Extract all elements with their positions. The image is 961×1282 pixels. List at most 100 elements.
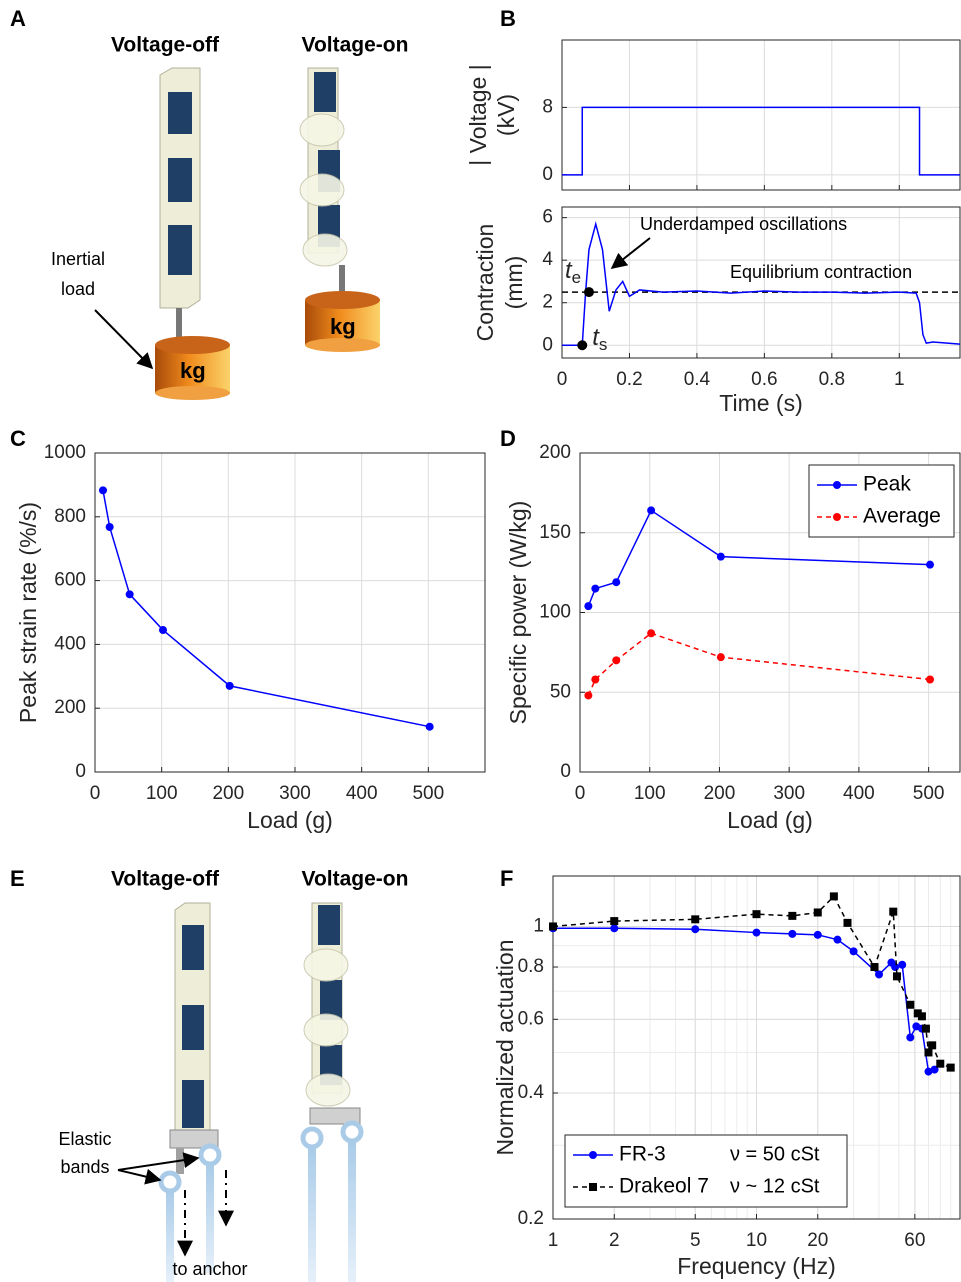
legend-label: FR-3 [619,1143,666,1166]
legend-note: ν ~ 12 cSt [730,1175,820,1197]
annotation: Underdamped oscillations [640,214,847,234]
x-tick-label: 500 [412,783,444,804]
marker [913,1009,922,1018]
y-axis-label: (mm) [501,256,527,310]
y-tick-label: 150 [539,522,571,543]
marker [813,930,822,939]
marker [926,560,935,569]
legend-note: ν = 50 cSt [730,1143,820,1165]
marker [610,917,619,926]
marker [99,486,107,495]
event-subscript: e [572,269,581,288]
panel-label: C [10,426,26,451]
y-tick-label: 1 [533,915,544,936]
y-tick-label: 0 [542,164,553,185]
marker [716,552,725,561]
legend-marker [589,1183,597,1191]
legend-marker [589,1151,597,1159]
chart: 0 0.2 0.4 0.6 0.8 1 0 2 4 6 Time (s) Contraction (mm… [472,206,961,416]
y-tick-label: 400 [54,633,86,654]
marker [584,691,593,700]
legend-label: Drakeol 7 [619,1175,709,1198]
event-marker [577,340,588,351]
title: Voltage-on [302,868,409,891]
plot-frame [579,452,961,773]
marker [928,1041,937,1050]
x-tick-label: 0 [557,369,568,390]
y-tick-label: 1000 [44,442,86,463]
title: Voltage-off [111,34,220,57]
x-tick-label: 200 [212,783,244,804]
series-line [587,632,931,696]
marker [549,922,557,931]
y-tick-label: 8 [542,96,553,117]
event-label: ts [592,325,607,355]
marker [891,963,900,972]
y-tick-label: 6 [542,207,553,228]
marker [892,972,901,981]
x-tick-label: 20 [807,1230,828,1251]
marker [612,578,621,587]
legend-label: Average [863,505,941,528]
marker [105,523,114,532]
y-axis-label: Peak strain rate (%/s) [15,502,41,723]
x-tick-label: 5 [690,1230,701,1251]
x-tick-label: 300 [279,783,311,804]
marker [752,910,761,919]
marker [875,970,884,979]
x-axis-label: Frequency (Hz) [677,1253,835,1279]
chart: 0 8 | Voltage | (kV) [465,39,961,191]
x-tick-label: 400 [346,783,378,804]
x-tick-label: 100 [146,783,178,804]
marker [591,584,600,593]
panel-label: F [500,866,513,891]
marker [159,626,167,635]
marker [924,1048,933,1057]
marker [926,675,935,684]
marker [946,1063,955,1072]
reference-label: Equilibrium contraction [730,262,912,282]
marker [691,925,700,934]
series-line [562,106,960,176]
event-label: te [565,257,581,287]
marker [584,602,593,611]
y-tick-label: 0 [75,761,86,782]
panel-label: B [500,6,516,31]
marker [612,656,621,665]
series-line [553,927,935,1073]
plot-frame [94,452,486,773]
marker [752,928,761,937]
x-tick-label: 200 [704,783,736,804]
band-label: bands [60,1157,109,1177]
panel-label: E [10,866,25,891]
y-axis-label: | Voltage | [465,64,491,165]
legend-marker [833,481,841,489]
plot-frame [561,206,961,359]
series-line [562,221,961,346]
marker [906,1033,915,1042]
x-tick-label: 60 [904,1230,925,1251]
legend-box [808,464,955,538]
title: Voltage-on [302,34,409,57]
x-axis-label: Time (s) [719,390,802,416]
panel-label: D [500,426,516,451]
legend-marker [833,513,841,521]
y-axis-label: (kV) [493,94,519,136]
marker [870,963,879,972]
marker [921,1024,930,1033]
x-tick-label: 400 [843,783,875,804]
x-tick-label: 0.6 [751,369,777,390]
marker [225,681,234,690]
chart: 0 100 200 300 400 500 0 50 100 150 200 Load (g) Spec… [505,442,961,833]
mass-label: kg [330,314,356,339]
x-tick-label: 0.4 [684,369,711,390]
y-tick-label: 200 [539,442,571,463]
x-tick-label: 0.2 [616,369,642,390]
load-label: load [61,279,95,299]
x-tick-label: 0 [575,783,586,804]
y-tick-label: 800 [54,506,86,527]
x-tick-label: 0 [90,783,101,804]
x-tick-label: 300 [773,783,805,804]
x-tick-label: 1 [548,1230,559,1251]
